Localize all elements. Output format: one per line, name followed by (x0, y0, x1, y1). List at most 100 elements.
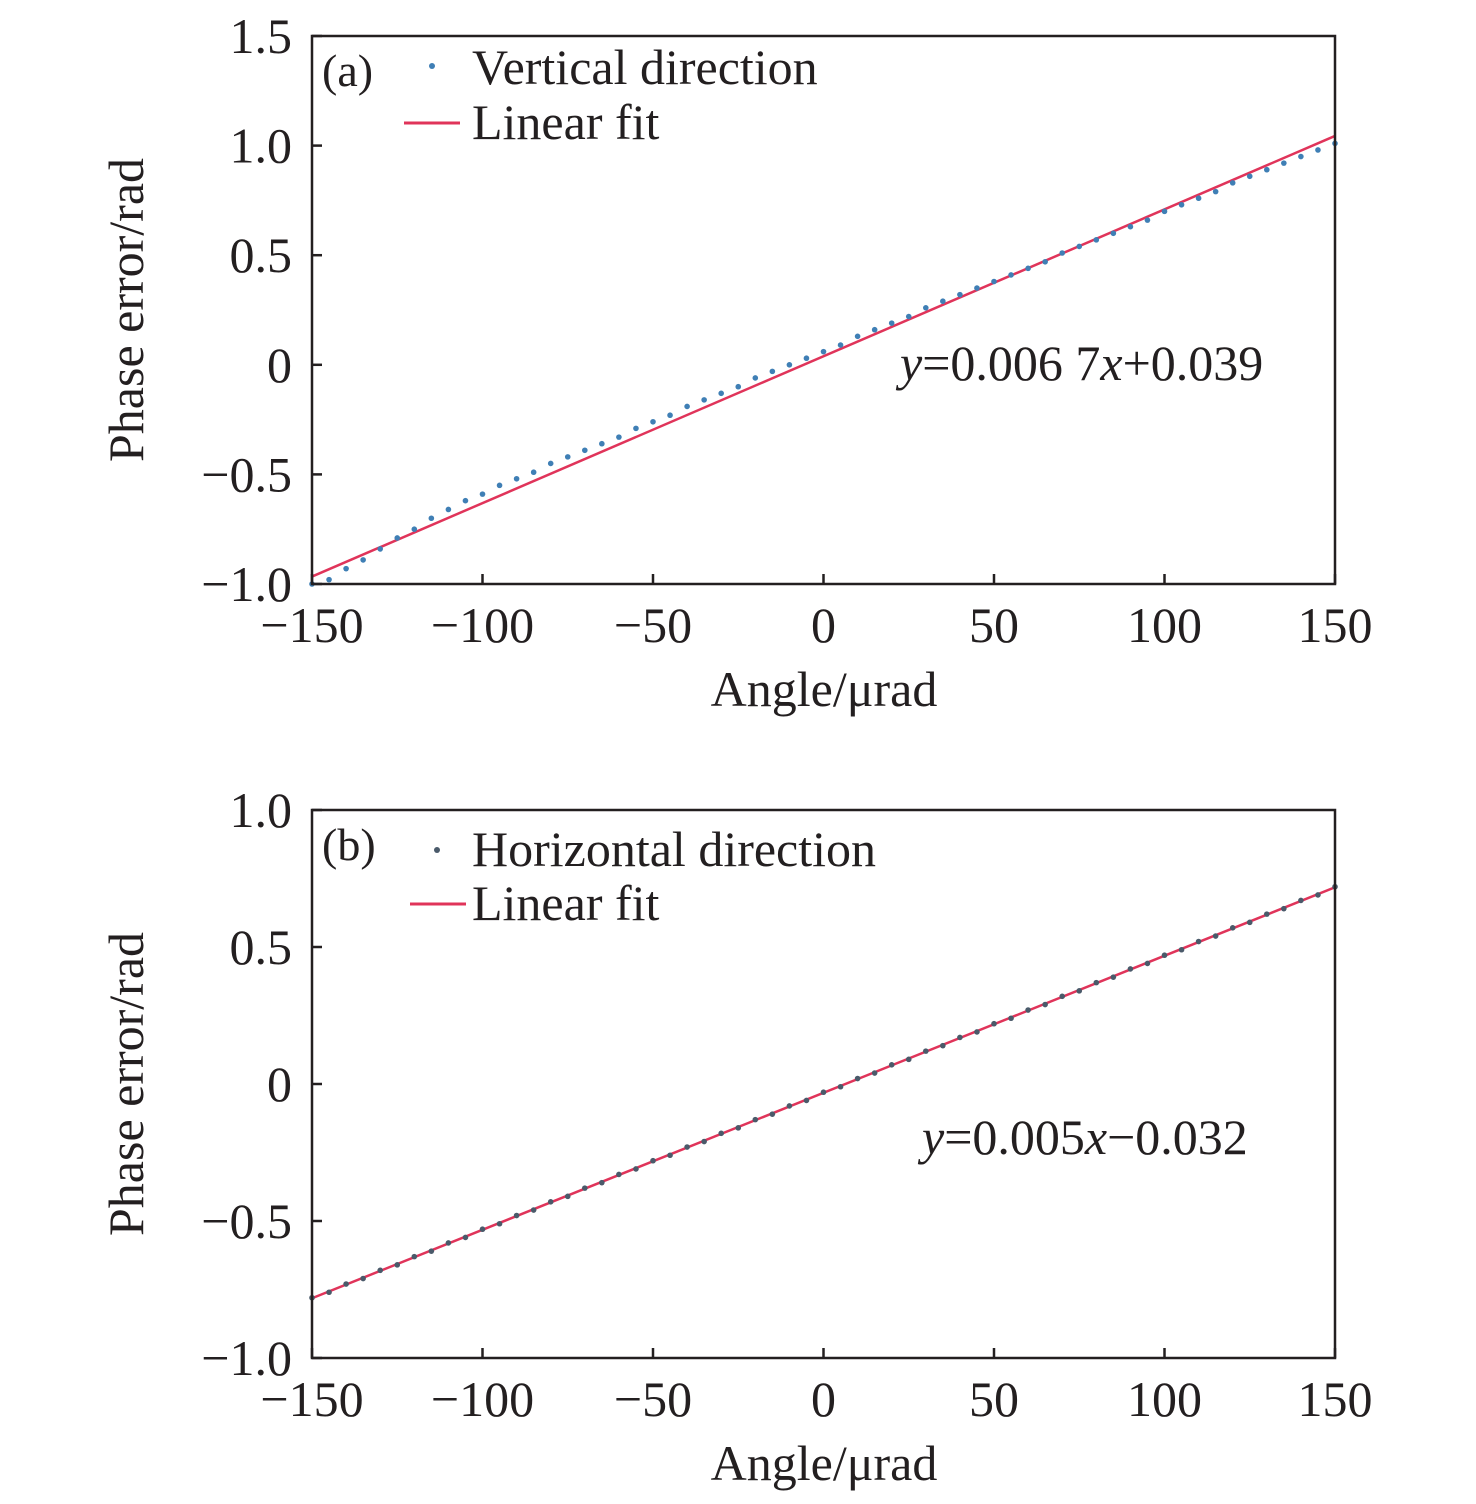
panel-label: (a) (322, 45, 373, 96)
data-point (701, 1138, 707, 1145)
data-point (991, 278, 997, 285)
legend-marker-scatter (434, 847, 440, 853)
data-point (599, 440, 605, 447)
data-point (1110, 230, 1117, 237)
data-point (837, 1083, 844, 1090)
data-point (974, 285, 980, 291)
data-point (411, 526, 418, 532)
data-point (1195, 195, 1202, 202)
plot-frame (310, 808, 1337, 1360)
data-point (1093, 979, 1100, 986)
data-points-layer (309, 883, 1338, 1301)
data-point (923, 1048, 929, 1054)
data-point (377, 1267, 384, 1274)
data-point (837, 342, 844, 348)
data-point (1264, 911, 1270, 917)
data-point (479, 491, 486, 497)
data-point (957, 1034, 963, 1041)
y-tick-label: −1.0 (201, 556, 292, 612)
data-point (633, 425, 639, 432)
data-point (923, 305, 929, 311)
data-point (1127, 966, 1134, 972)
data-point (582, 1185, 588, 1191)
y-tick-label: −0.5 (201, 1193, 292, 1249)
data-point (616, 434, 622, 440)
data-point (1110, 974, 1117, 980)
data-point (394, 1262, 401, 1268)
data-point (701, 397, 707, 403)
legend-label-scatter: Vertical direction (472, 39, 818, 95)
x-tick-label: 0 (811, 1371, 836, 1427)
data-point (1178, 201, 1185, 208)
data-point (1195, 938, 1202, 945)
x-tick-label: −150 (260, 1371, 363, 1427)
data-point (360, 557, 366, 563)
data-point (940, 1042, 946, 1049)
data-point (343, 1281, 349, 1287)
chart-panel-a: −150 −100 −50 0 50 100 150 −1.0 −0.5 0 0.5 1.0 1.5 (… (98, 8, 1373, 717)
data-point (871, 1070, 878, 1076)
equation-intercept: +0.039 (1123, 335, 1264, 391)
x-tick-label: 150 (1298, 597, 1373, 653)
data-point (564, 1193, 571, 1200)
data-point (1059, 993, 1065, 1000)
data-point (1144, 217, 1151, 223)
y-tick-label: 0 (267, 337, 292, 393)
data-point (769, 1111, 776, 1117)
data-point (1264, 166, 1270, 173)
x-tick-label: 50 (969, 597, 1019, 653)
data-point (462, 497, 469, 504)
data-point (718, 1130, 724, 1137)
ticks-layer: −150 −100 −50 0 50 100 150 −1.0 −0.5 0 0.5 1.0 (201, 782, 1372, 1427)
y-tick-label: 0.5 (230, 227, 293, 283)
data-point (854, 1075, 861, 1082)
equation-var-x: x (1099, 335, 1122, 391)
panel-label: (b) (322, 819, 376, 870)
data-point (991, 1020, 997, 1027)
data-point (496, 1220, 503, 1227)
data-point (1161, 952, 1168, 959)
data-point (735, 1125, 742, 1131)
equation-slope: =0.006 7 (922, 335, 1100, 391)
data-point (1281, 160, 1287, 166)
data-point (530, 469, 537, 476)
x-tick-label: 100 (1127, 1371, 1202, 1427)
data-point (633, 1166, 639, 1172)
data-point (1008, 272, 1014, 278)
data-point (684, 1144, 690, 1150)
data-point (888, 320, 895, 326)
equation-intercept: −0.032 (1107, 1109, 1248, 1165)
data-point (940, 298, 946, 305)
equation-var-x: x (1084, 1109, 1107, 1165)
data-point (445, 1240, 452, 1246)
data-point (1144, 960, 1151, 967)
data-point (360, 1275, 366, 1282)
data-point (326, 576, 332, 583)
data-point (667, 1152, 673, 1159)
data-point (752, 1116, 759, 1123)
legend: Vertical direction Linear fit (404, 39, 818, 150)
fit-equation: y=0.005x−0.032 (917, 1109, 1248, 1165)
data-point (1042, 258, 1048, 265)
data-point (513, 1212, 520, 1219)
y-tick-label: 0.5 (230, 919, 293, 975)
data-point (564, 454, 571, 460)
x-tick-label: −100 (431, 1371, 534, 1427)
data-point (1008, 1015, 1014, 1022)
x-tick-label: 100 (1127, 597, 1202, 653)
data-point (1298, 897, 1304, 904)
y-tick-label: −0.5 (201, 446, 292, 502)
data-point (343, 565, 349, 572)
legend-marker-scatter (429, 63, 435, 69)
x-tick-label: −50 (614, 1371, 692, 1427)
data-point (445, 506, 452, 513)
data-point (1025, 1007, 1031, 1013)
data-point (786, 1103, 793, 1109)
data-point (1246, 919, 1253, 926)
data-point (462, 1234, 469, 1241)
data-point (854, 333, 861, 340)
data-point (1246, 173, 1253, 180)
data-point (377, 546, 384, 552)
data-point (411, 1253, 418, 1260)
data-point (1059, 250, 1065, 256)
